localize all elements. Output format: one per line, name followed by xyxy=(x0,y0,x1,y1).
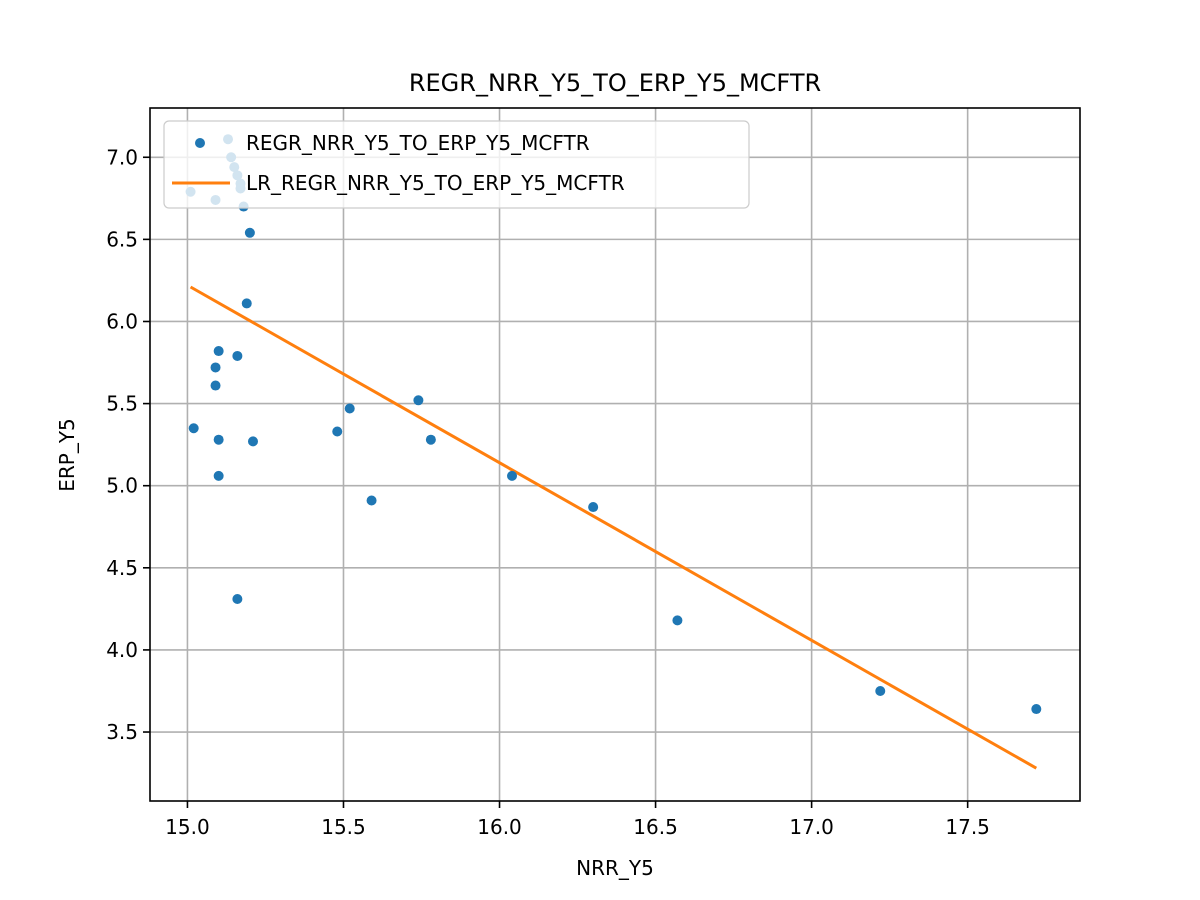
scatter-point xyxy=(244,227,255,238)
y-tick-label: 6.0 xyxy=(106,309,138,333)
scatter-point xyxy=(241,298,252,309)
regression-line xyxy=(189,285,1038,770)
scatter-point xyxy=(344,403,355,414)
plot-area xyxy=(150,108,1080,801)
scatter-point xyxy=(1031,704,1042,715)
x-tick-label: 17.5 xyxy=(945,815,990,839)
scatter-point xyxy=(875,685,886,696)
y-axis-label: ERP_Y5 xyxy=(55,418,79,492)
legend-box xyxy=(163,120,750,209)
scatter-point xyxy=(425,434,436,445)
scatter-point xyxy=(213,470,224,481)
scatter-point xyxy=(213,346,224,357)
y-tick-label: 5.0 xyxy=(106,474,138,498)
scatter-point xyxy=(507,470,518,481)
scatter-point xyxy=(188,423,199,434)
scatter-point xyxy=(332,426,343,437)
x-tick-label: 17.0 xyxy=(789,815,834,839)
x-tick-label: 15.5 xyxy=(321,815,366,839)
scatter-point xyxy=(588,502,599,513)
legend-label-scatter: REGR_NRR_Y5_TO_ERP_Y5_MCFTR xyxy=(246,131,590,155)
x-tick-label: 15.0 xyxy=(165,815,210,839)
x-tick-label: 16.0 xyxy=(477,815,522,839)
y-tick-label: 7.0 xyxy=(106,145,138,169)
scatter-point xyxy=(213,434,224,445)
scatter-point xyxy=(210,380,221,391)
legend-label-line: LR_REGR_NRR_Y5_TO_ERP_Y5_MCFTR xyxy=(246,171,625,195)
scatter-point xyxy=(210,362,221,373)
x-tick-label: 16.5 xyxy=(633,815,678,839)
y-tick-label: 5.5 xyxy=(106,392,138,416)
chart-title: REGR_NRR_Y5_TO_ERP_Y5_MCFTR xyxy=(409,69,821,97)
legend-scatter-marker xyxy=(195,138,205,148)
x-axis-label: NRR_Y5 xyxy=(576,856,654,880)
scatter-point xyxy=(366,495,377,506)
scatter-point xyxy=(672,615,683,626)
y-axis-ticks: 3.5 4.0 4.5 5.0 5.5 6.0 6.5 7.0 xyxy=(106,145,150,744)
scatter-point xyxy=(413,395,424,406)
plot-frame xyxy=(149,107,1081,802)
x-axis-ticks: 15.0 15.5 16.0 16.5 17.0 17.5 xyxy=(165,801,990,839)
y-tick-label: 3.5 xyxy=(106,720,138,744)
y-tick-label: 4.0 xyxy=(106,638,138,662)
scatter-point xyxy=(232,594,243,605)
y-tick-label: 4.5 xyxy=(106,556,138,580)
scatter-point xyxy=(247,436,258,447)
scatter-point xyxy=(232,350,243,361)
legend: REGR_NRR_Y5_TO_ERP_Y5_MCFTR LR_REGR_NRR_… xyxy=(163,120,750,209)
regression-line-layer xyxy=(189,285,1038,770)
y-tick-label: 6.5 xyxy=(106,227,138,251)
